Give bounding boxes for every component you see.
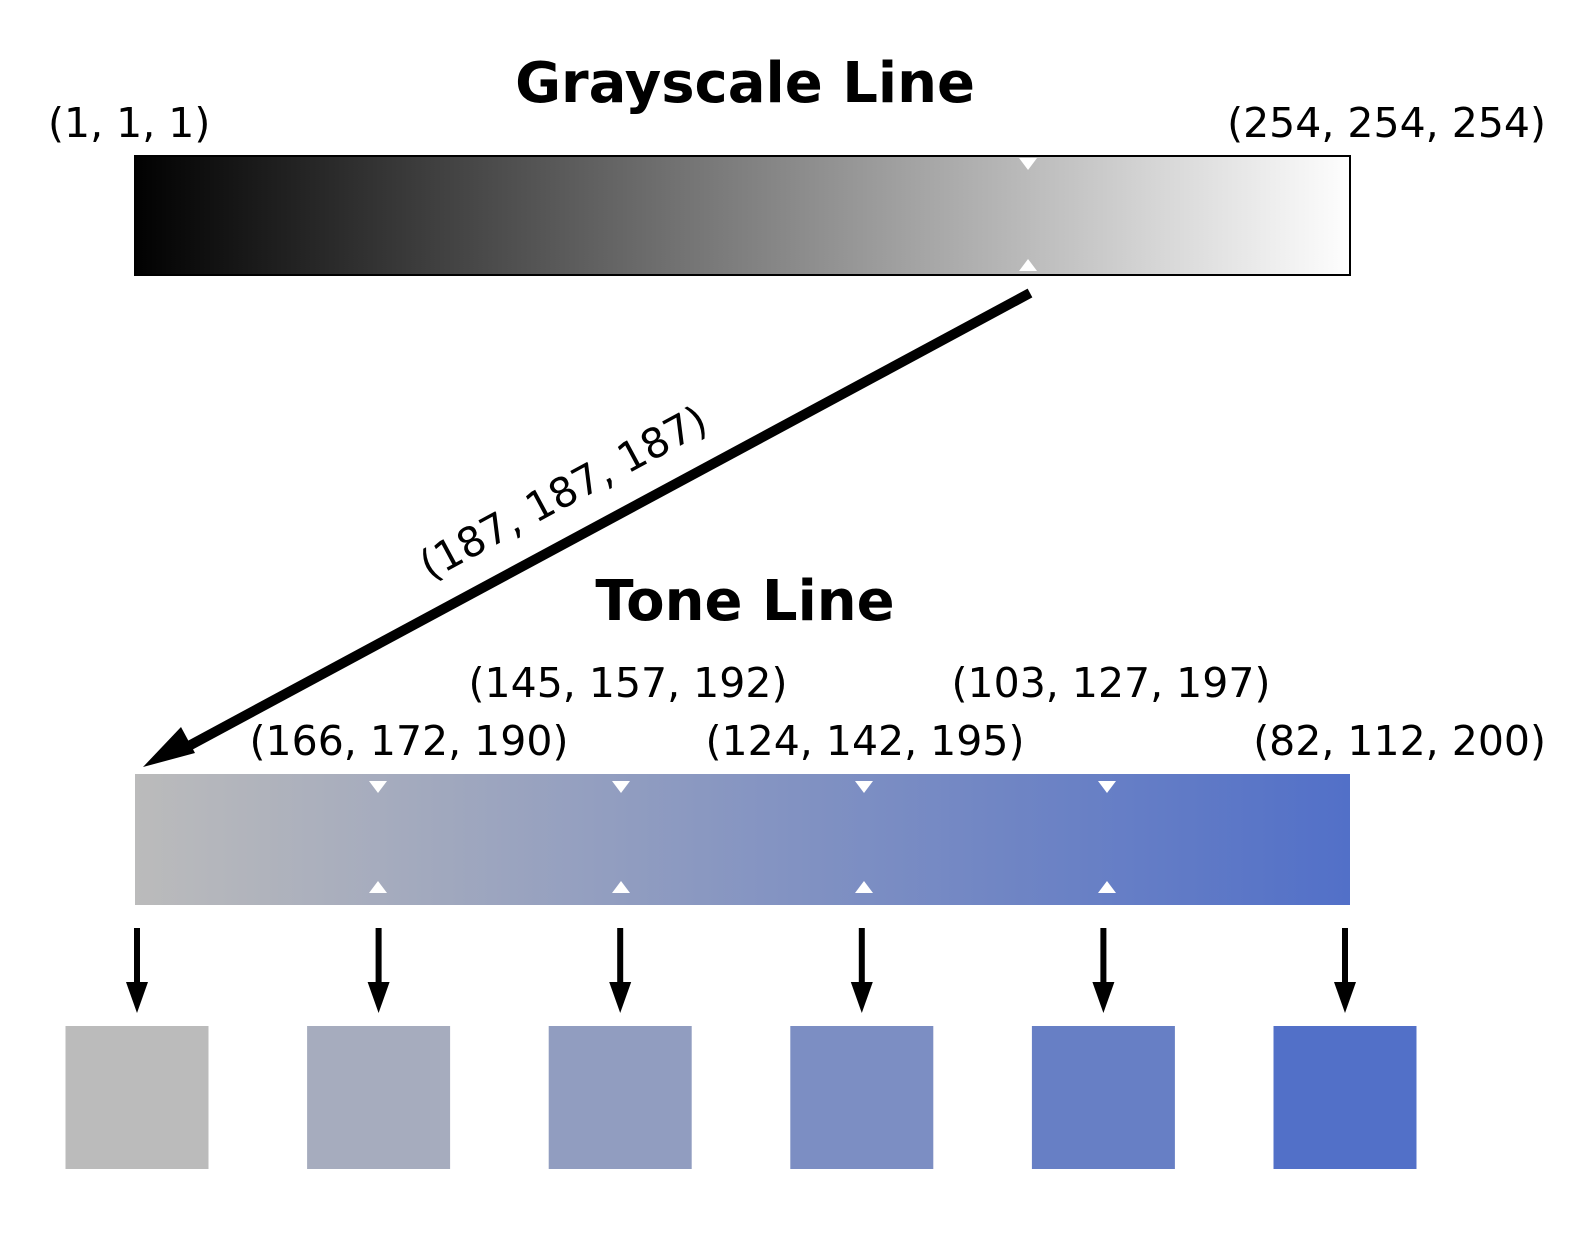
grayscale-start-label: (1, 1, 1)	[48, 99, 210, 147]
tone-stop-5-label: (82, 112, 200)	[1253, 717, 1546, 765]
grayscale-marker-bottom	[1019, 259, 1038, 271]
swatch-arrow-3	[609, 928, 632, 1013]
tone-stop-1-label: (166, 172, 190)	[250, 717, 569, 765]
color-swatch-3	[548, 1026, 692, 1169]
tone-marker-bottom-3	[855, 881, 873, 893]
color-swatch-4	[790, 1026, 934, 1169]
swatch-arrow-4	[850, 928, 873, 1013]
mapping-arrow	[143, 288, 1033, 767]
swatch-arrow-5	[1092, 928, 1115, 1013]
tone-line-title: Tone Line	[595, 569, 894, 634]
color-swatch-1	[65, 1026, 209, 1169]
mapping-arrow-line	[182, 288, 1033, 753]
mapping-arrow-head	[143, 727, 195, 767]
grayscale-selection-markers	[1019, 158, 1038, 271]
swatch-arrow-head	[850, 982, 873, 1013]
swatch-arrows	[126, 928, 1356, 1013]
swatch-arrow-head	[1334, 982, 1356, 1013]
swatch-arrow-head	[1092, 982, 1115, 1013]
grayscale-gradient-bar	[134, 155, 1351, 276]
tone-stop-2-label: (145, 157, 192)	[469, 659, 788, 707]
color-swatches	[65, 1026, 1417, 1169]
swatch-arrow-head	[126, 982, 148, 1013]
swatch-arrow-1	[126, 928, 148, 1013]
tone-marker-bottom-4	[1098, 881, 1116, 893]
swatch-arrow-6	[1334, 928, 1356, 1013]
swatch-arrow-2	[367, 928, 390, 1013]
tone-marker-top-2	[612, 781, 630, 793]
swatch-arrow-head	[609, 982, 632, 1013]
tone-gradient-bar	[135, 774, 1350, 905]
tone-stop-markers	[369, 781, 1116, 893]
tone-marker-bottom-1	[369, 881, 387, 893]
grayscale-line-title: Grayscale Line	[515, 51, 975, 116]
tone-marker-bottom-2	[612, 881, 630, 893]
color-swatch-5	[1031, 1026, 1175, 1169]
grayscale-marker-top	[1019, 158, 1038, 170]
grayscale-end-label: (254, 254, 254)	[1227, 99, 1546, 147]
color-swatch-2	[307, 1026, 451, 1169]
color-swatch-6	[1273, 1026, 1417, 1169]
tone-marker-top-1	[369, 781, 387, 793]
tone-marker-top-3	[855, 781, 873, 793]
tone-stop-3-label: (124, 142, 195)	[706, 717, 1025, 765]
tone-stop-4-label: (103, 127, 197)	[952, 659, 1271, 707]
tone-marker-top-4	[1098, 781, 1116, 793]
swatch-arrow-head	[367, 982, 390, 1013]
